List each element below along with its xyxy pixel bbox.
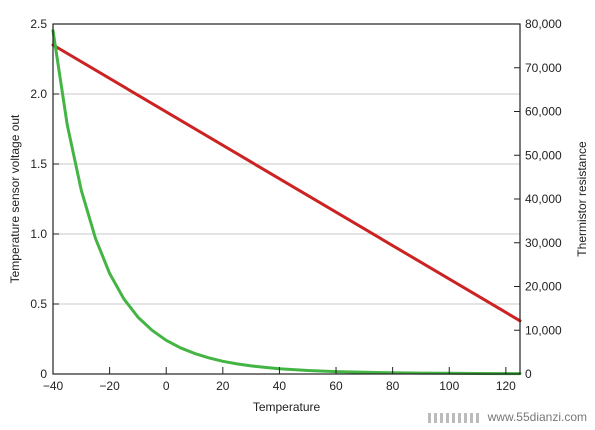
y-tick-label: 0.5 <box>30 297 47 311</box>
y-tick-label: 1.5 <box>30 157 47 171</box>
y-tick-label: 2.5 <box>30 17 47 31</box>
x-tick-label: −40 <box>43 379 64 393</box>
x-tick-label: −20 <box>99 379 120 393</box>
resistance-curve <box>51 29 522 376</box>
watermark-text: www.55dianzi.com <box>487 410 587 424</box>
y2-axis-label: Thermistor resistance <box>575 141 589 257</box>
watermark: www.55dianzi.com <box>427 410 587 424</box>
y2-tick-label: 0 <box>525 367 532 381</box>
x-axis-ticks: −40 −20 0 20 40 60 80 100 120 <box>43 367 516 393</box>
y2-tick-label: 10,000 <box>525 323 562 337</box>
y2-tick-label: 50,000 <box>525 148 562 162</box>
x-axis-label: Temperature <box>253 400 321 414</box>
plot-frame <box>52 23 521 375</box>
voltage-line <box>51 43 522 323</box>
y-axis-label: Temperature sensor voltage out <box>8 114 22 283</box>
x-tick-label: 120 <box>496 379 516 393</box>
y-tick-label: 1.0 <box>30 227 47 241</box>
horizontal-gridlines <box>53 23 520 305</box>
x-tick-label: 60 <box>329 379 343 393</box>
x-tick-label: 100 <box>439 379 459 393</box>
y2-tick-label: 80,000 <box>525 17 562 31</box>
x-tick-label: 20 <box>216 379 230 393</box>
y-tick-label: 0 <box>40 367 47 381</box>
y2-tick-label: 30,000 <box>525 236 562 250</box>
x-tick-label: 80 <box>386 379 400 393</box>
y-tick-label: 2.0 <box>30 87 47 101</box>
watermark-logo <box>427 412 482 423</box>
y2-tick-label: 70,000 <box>525 61 562 75</box>
y2-tick-label: 20,000 <box>525 280 562 294</box>
y2-tick-label: 60,000 <box>525 105 562 119</box>
y-axis-ticks: 0 0.5 1.0 1.5 2.0 2.5 <box>30 17 59 381</box>
chart-series <box>51 29 522 376</box>
x-tick-label: 40 <box>273 379 287 393</box>
y2-axis-ticks: 0 10,000 20,000 30,000 40,000 50,000 60,000 70,… <box>514 17 562 381</box>
y2-tick-label: 40,000 <box>525 192 562 206</box>
x-tick-label: 0 <box>163 379 170 393</box>
